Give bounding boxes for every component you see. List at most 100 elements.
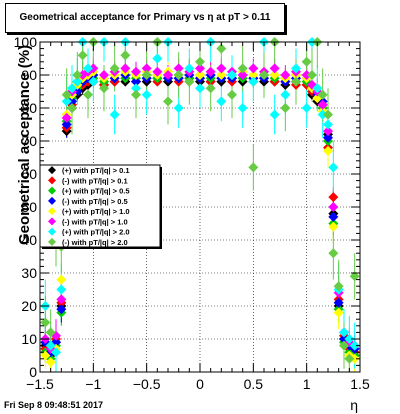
data-point [301, 103, 312, 113]
data-point [99, 70, 109, 80]
legend-marker [48, 207, 56, 216]
data-point [237, 63, 248, 74]
data-point [344, 334, 355, 344]
data-point [216, 43, 227, 54]
x-tick-label: 0.5 [244, 376, 264, 392]
data-point [328, 248, 339, 259]
data-point [344, 353, 355, 364]
data-point [88, 76, 99, 87]
data-point [328, 211, 339, 222]
legend-shadow [160, 167, 162, 249]
data-point [109, 63, 120, 74]
data-point [328, 162, 339, 173]
data-point [328, 202, 339, 212]
data-point [280, 89, 291, 100]
data-point [141, 70, 152, 80]
data-point [216, 70, 227, 80]
data-point [173, 103, 184, 113]
legend-entry: (-) with pT/|q| > 2.0 [62, 238, 128, 247]
data-point [67, 83, 77, 94]
y-tick-label: 0 [29, 364, 37, 380]
x-tick-label: −1 [85, 376, 101, 392]
data-point [323, 119, 333, 130]
legend-entry: (+) with pT/|q| > 2.0 [62, 228, 130, 237]
data-point [328, 221, 339, 232]
x-tick-label: 1.5 [350, 376, 370, 392]
data-point [323, 132, 333, 143]
legend-entry: (+) with pT/|q| > 1.0 [62, 207, 130, 216]
data-point [61, 112, 72, 123]
legend-marker [48, 166, 56, 175]
data-point [195, 70, 205, 80]
data-point [61, 119, 72, 130]
data-point [72, 76, 83, 87]
data-point [349, 340, 360, 351]
data-point [40, 350, 51, 361]
y-tick-label: 90 [21, 67, 37, 83]
legend-entry: (+) with pT/|q| > 0.5 [62, 187, 130, 196]
data-point [131, 76, 141, 87]
x-axis-label: η [350, 397, 358, 413]
x-tick-label: −1.5 [26, 376, 54, 392]
data-point [349, 353, 360, 364]
data-point [216, 63, 227, 74]
legend: (+) with pT/|q| > 0.1(-) with pT/|q| > 0… [39, 164, 162, 249]
axis-layer: 0 10 20 30 40 50 60 70 80 90 100 −1.5 −1 −0.5 0 0.5 1 1.5 [14, 34, 370, 392]
data-point [307, 70, 317, 80]
data-point [269, 70, 280, 80]
data-point [323, 109, 333, 120]
data-point [195, 56, 205, 67]
data-point [291, 76, 301, 87]
data-point [163, 96, 173, 107]
legend-entry: (+) with pT/|q| > 0.1 [62, 166, 130, 175]
data-point [56, 284, 67, 295]
legend-marker [48, 237, 56, 246]
legend-marker [48, 176, 56, 185]
data-layer [40, 37, 360, 372]
data-point [195, 63, 205, 74]
data-point [312, 83, 323, 94]
data-point [216, 96, 227, 107]
y-tick-label: 50 [21, 199, 37, 215]
data-point [67, 103, 77, 113]
data-point [227, 89, 237, 100]
data-point [317, 99, 328, 110]
data-point [323, 126, 333, 137]
data-point [195, 83, 205, 94]
data-point [173, 70, 184, 80]
data-point [184, 76, 195, 87]
data-point [317, 89, 328, 100]
legend-box [39, 164, 161, 248]
data-point [339, 327, 349, 338]
data-point [152, 66, 163, 77]
y-tick-label: 40 [21, 232, 37, 248]
data-point [173, 63, 184, 74]
data-point [56, 304, 67, 315]
data-point [259, 70, 269, 80]
data-point [184, 63, 195, 74]
legend-entry: (-) with pT/|q| > 1.0 [62, 217, 128, 226]
data-point [99, 83, 109, 94]
data-point [333, 281, 344, 292]
data-point [248, 70, 259, 80]
data-point [77, 50, 88, 61]
y-tick-label: 80 [21, 100, 37, 116]
data-point [328, 192, 339, 203]
data-point [56, 274, 67, 285]
y-axis-label: Geometrical acceptance (%) [16, 44, 33, 245]
data-point [152, 53, 163, 64]
data-point [88, 63, 99, 74]
legend-marker [48, 227, 56, 236]
data-point [280, 103, 291, 113]
data-point [83, 63, 93, 74]
data-point [333, 297, 344, 308]
data-point [301, 70, 312, 80]
data-point [45, 340, 56, 351]
x-tick-label: 0 [196, 376, 204, 392]
data-point [120, 63, 131, 74]
data-point [163, 70, 173, 80]
data-point [131, 89, 141, 100]
data-point [67, 96, 77, 107]
data-point [349, 271, 360, 282]
